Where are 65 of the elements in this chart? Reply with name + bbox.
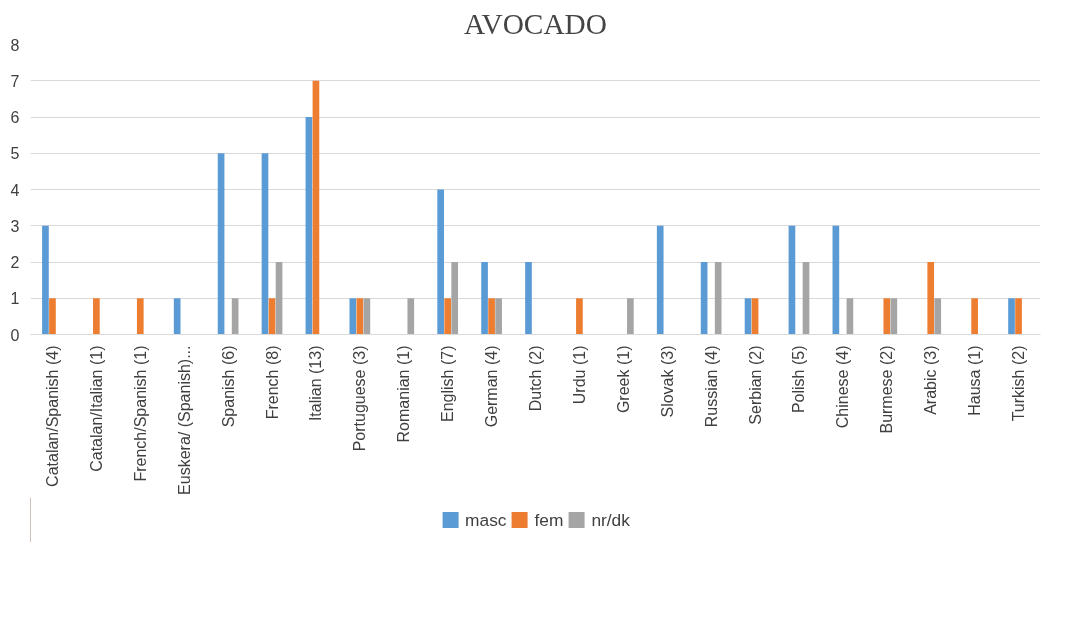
y-tick-label: 8 <box>10 36 20 54</box>
y-tick-label: 0 <box>10 326 20 344</box>
bar <box>576 298 583 335</box>
bar <box>714 262 722 335</box>
x-tick-label: Slovak (3) <box>658 345 676 418</box>
x-tick-label: Catalan/Spanish (4) <box>43 345 61 487</box>
x-tick-label: Turkish (2) <box>1010 345 1028 422</box>
bar <box>934 298 942 335</box>
y-tick-label: 5 <box>10 145 20 163</box>
bar <box>261 153 269 335</box>
x-tick-label: Catalan/Italian (1) <box>87 345 105 472</box>
x-tick-label: German (4) <box>483 345 501 428</box>
bar <box>217 153 225 335</box>
legend-label: nr/dk <box>591 509 630 530</box>
x-tick-label: French (8) <box>263 345 281 420</box>
legend-label: fem <box>534 509 564 530</box>
bar <box>173 298 181 335</box>
x-tick-label: Russian (4) <box>702 345 720 428</box>
bar <box>136 298 144 335</box>
bar <box>1015 298 1022 335</box>
bar <box>627 298 634 335</box>
bar <box>890 298 898 335</box>
y-tick-label: 4 <box>10 181 20 199</box>
bar <box>883 298 891 335</box>
x-tick-label: Spanish (6) <box>219 345 237 428</box>
x-tick-label: English (7) <box>439 345 457 422</box>
bar <box>49 298 56 335</box>
x-tick-label: French/Spanish (1) <box>131 345 149 482</box>
x-tick-label: Dutch (2) <box>527 345 544 412</box>
x-tick-label: Hausa (1) <box>966 345 984 416</box>
bar <box>312 80 320 335</box>
x-tick-label: Greek (1) <box>614 345 632 414</box>
bar <box>971 298 978 335</box>
bar <box>656 225 664 335</box>
x-tick-label: Italian (13) <box>307 345 325 422</box>
x-tick-label: Chinese (4) <box>834 345 852 429</box>
bar <box>1008 298 1015 335</box>
bar <box>42 225 49 335</box>
x-tick-label: Romanian (1) <box>395 345 413 443</box>
bar <box>93 298 100 335</box>
bar <box>349 298 357 335</box>
chart-title: AVOCADO <box>464 7 607 40</box>
legend-label: masc <box>465 509 507 530</box>
y-tick-label: 2 <box>10 254 20 271</box>
y-tick-label: 6 <box>10 109 20 126</box>
x-tick-label: Euskera/ (Spanish)... <box>175 345 193 495</box>
bar <box>481 262 488 335</box>
bar <box>437 189 444 335</box>
bar <box>525 262 532 335</box>
x-tick-label: Serbian (2) <box>746 345 764 425</box>
bar <box>488 298 495 335</box>
bar <box>451 262 459 335</box>
bar <box>407 298 415 335</box>
x-tick-label: Burmese (2) <box>878 345 896 434</box>
bar <box>305 117 313 335</box>
x-tick-label: Urdu (1) <box>570 345 588 405</box>
x-tick-label: Portuguese (3) <box>351 345 369 452</box>
y-tick-label: 3 <box>10 217 20 235</box>
x-tick-label: Polish (5) <box>790 345 808 414</box>
bar <box>444 298 452 335</box>
y-tick-label: 7 <box>10 72 20 90</box>
bar <box>927 262 935 335</box>
x-tick-label: Arabic (3) <box>922 345 940 415</box>
bar <box>495 298 502 335</box>
y-tick-label: 1 <box>10 290 20 308</box>
